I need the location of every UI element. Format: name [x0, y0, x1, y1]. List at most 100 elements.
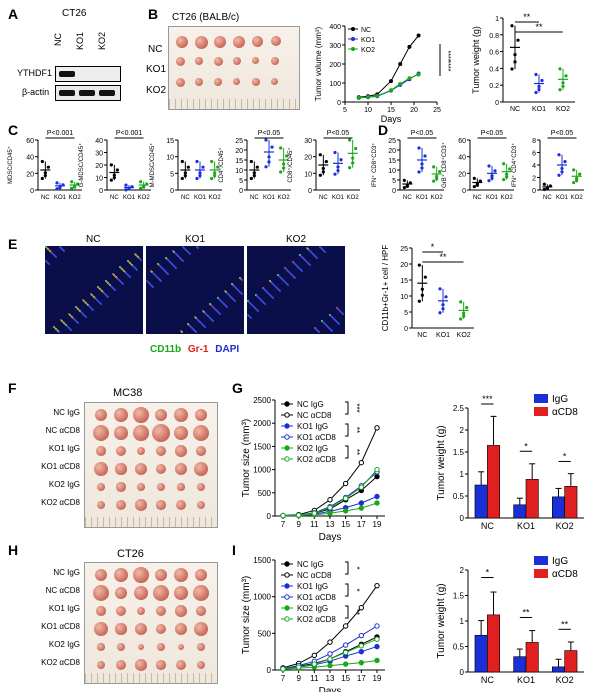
sig-label: **: [561, 619, 569, 629]
row-label-f-0: NC IgG: [53, 408, 80, 417]
data-point: [462, 311, 466, 315]
data-point: [46, 165, 50, 169]
photo-title-f: MC38: [113, 387, 143, 399]
fluor-dot: [342, 313, 344, 315]
tumor: [155, 623, 167, 635]
data-point: [124, 188, 128, 192]
sig-label: ***: [482, 394, 493, 404]
tumor: [115, 659, 127, 671]
sig-label: *: [431, 242, 435, 252]
y-tick-label: 60: [458, 138, 466, 145]
series-point: [358, 500, 365, 506]
image-label-ko1: KO1: [185, 234, 206, 245]
series-point: [374, 623, 380, 629]
y-tick-label: 25: [235, 138, 243, 145]
legend-marker: [284, 423, 290, 429]
bar-αCD8: [487, 614, 501, 673]
legend-label: KO1 IgG: [297, 422, 328, 431]
sig-label: **: [352, 449, 361, 455]
data-point: [267, 160, 271, 164]
x-tick-label: 15: [387, 107, 395, 114]
sig-bracket: [345, 583, 349, 597]
data-point: [563, 159, 567, 164]
data-point: [534, 90, 538, 95]
data-point: [490, 176, 494, 180]
y-tick-label: 0.5: [453, 492, 465, 501]
data-point: [252, 174, 256, 178]
tumor: [97, 643, 105, 651]
sig-bracket: [345, 401, 349, 415]
series-point: [407, 76, 412, 81]
data-point: [112, 175, 116, 180]
data-point: [502, 162, 506, 166]
tumor: [133, 407, 149, 423]
tumor: [175, 445, 187, 457]
data-point: [487, 164, 491, 168]
x-tick-label: 25: [433, 107, 441, 114]
series-point: [311, 661, 318, 667]
data-point: [324, 159, 328, 164]
series-point: [327, 651, 333, 657]
legend-label: IgG: [552, 556, 568, 567]
y-tick-label: 2000: [253, 419, 271, 428]
y-axis-label: Tumor weight (g): [436, 583, 447, 658]
x-tick-label: KO1: [532, 106, 546, 113]
panel-letter-e: E: [8, 236, 18, 252]
tumor: [133, 425, 149, 441]
tumor: [116, 482, 126, 492]
y-axis-label: MDSC/CD45⁺: [7, 146, 14, 184]
fluor-dot: [77, 322, 79, 324]
data-point: [432, 165, 436, 169]
fluor-dot: [181, 331, 183, 333]
fluor-dot: [318, 331, 320, 333]
data-point: [252, 171, 256, 175]
row-label-ko1: KO1: [146, 64, 167, 75]
fluor-dot: [55, 256, 57, 258]
data-point: [402, 178, 406, 182]
x-tick-label: NC: [417, 332, 427, 339]
data-point: [180, 159, 184, 164]
data-point: [70, 186, 74, 190]
data-point: [139, 186, 143, 190]
series-point: [398, 62, 403, 66]
y-tick-label: 5: [170, 171, 174, 178]
data-point: [510, 67, 514, 71]
fluor-dot: [197, 247, 199, 249]
x-tick-label: KO2: [556, 675, 574, 685]
data-point: [420, 166, 424, 170]
data-point: [336, 165, 340, 169]
y-tick-label: 0: [392, 188, 396, 195]
data-point: [351, 156, 355, 160]
fluor-dot: [212, 320, 214, 322]
x-tick-label: KO1: [556, 195, 569, 201]
data-point: [321, 166, 325, 171]
series-point: [327, 504, 333, 511]
x-tick-label: KO2: [556, 521, 574, 531]
data-point: [420, 293, 424, 297]
tumor: [152, 584, 170, 602]
tumor: [195, 36, 208, 49]
fluor-image-ko1: [146, 246, 244, 334]
tumor: [196, 482, 206, 492]
x-tick-label: KO1: [263, 195, 276, 201]
panel-letter-a: A: [8, 6, 19, 22]
fluor-dot: [129, 276, 131, 278]
series-point: [342, 661, 349, 667]
fluor-dot: [219, 313, 221, 315]
x-tick-label: KO2: [209, 195, 222, 201]
data-point: [198, 171, 202, 175]
tumor: [196, 660, 206, 670]
tumor: [233, 78, 240, 85]
series-point: [398, 81, 403, 86]
x-tick-label: KO2: [347, 195, 360, 201]
y-axis-label: Tumor volume (mm³): [314, 26, 323, 101]
y-axis-label: CD4⁺/CD45⁺: [218, 147, 225, 182]
fluor-dot: [85, 316, 87, 318]
y-tick-label: 10: [235, 168, 243, 175]
legend-label: NC IgG: [297, 560, 324, 569]
y-tick-label: 15: [400, 278, 408, 285]
tumor: [156, 660, 166, 670]
series-point: [342, 642, 349, 648]
data-point: [490, 174, 494, 178]
legend-swatch: [534, 569, 548, 578]
